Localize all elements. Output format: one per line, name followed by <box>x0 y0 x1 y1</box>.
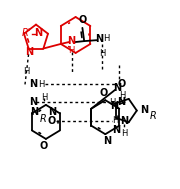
Text: O: O <box>99 88 108 98</box>
Text: N: N <box>34 28 42 38</box>
Text: H: H <box>68 46 75 55</box>
Text: R': R' <box>22 28 31 38</box>
Text: N: N <box>120 116 128 126</box>
Text: H: H <box>41 93 47 102</box>
Text: H: H <box>109 98 115 107</box>
Text: N: N <box>29 97 37 107</box>
Text: N: N <box>48 107 56 116</box>
Text: N: N <box>113 83 121 93</box>
Text: O: O <box>117 79 125 89</box>
Text: N: N <box>67 36 75 46</box>
Text: R: R <box>39 114 46 124</box>
Text: N: N <box>117 97 125 107</box>
Text: H: H <box>103 34 110 43</box>
Text: N: N <box>95 34 104 44</box>
Text: R: R <box>150 111 156 121</box>
Text: H: H <box>24 67 30 76</box>
Text: N: N <box>25 47 33 57</box>
Text: H: H <box>39 80 45 89</box>
Text: O: O <box>40 142 48 151</box>
Text: H: H <box>112 116 119 125</box>
Text: N: N <box>110 101 118 111</box>
Text: O: O <box>47 116 55 126</box>
Text: H: H <box>121 129 127 138</box>
Text: N: N <box>30 107 39 116</box>
Text: O: O <box>78 15 87 25</box>
Text: N: N <box>140 105 148 115</box>
Text: H: H <box>99 49 105 58</box>
Text: N: N <box>103 136 111 146</box>
Text: N: N <box>29 79 37 89</box>
Text: N: N <box>112 125 120 135</box>
Text: H: H <box>119 91 126 100</box>
